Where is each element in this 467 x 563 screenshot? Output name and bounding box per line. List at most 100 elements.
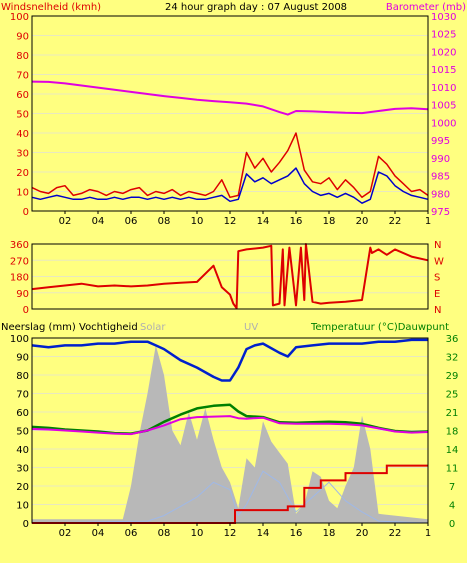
rain-humidity-axis-title: Neerslag (mm) Vochtigheid [1,322,138,333]
humidity-temperature-xtick-label: 12 [224,528,237,539]
humidity-temperature-xtick-label: 22 [389,528,402,539]
compass-tick: S [434,273,440,284]
temperature-axis-tick: 21 [446,408,459,419]
wind-pressure-xtick-label: 08 [158,216,171,227]
humidity-temperature-xtick-label: 16 [290,528,303,539]
temperature-axis-tick: 29 [446,371,459,382]
barometer-axis-tick: 1000 [431,118,456,129]
humidity-axis-left-tick: 30 [16,464,29,475]
temperature-axis-tick: 4 [449,501,455,512]
direction-axis-left-tick: 360 [10,240,29,251]
barometer-line [31,80,429,116]
wind-pressure-xtick-label: 06 [125,216,138,227]
uv-index-line [31,470,429,524]
wind-pressure-xtick-label: 12 [224,216,237,227]
wind-pressure-xtick-label: 10 [191,216,204,227]
wind-pressure-xtick-label: 02 [59,216,72,227]
wind-axis-left-tick: 50 [16,110,29,121]
dewpoint-line [31,415,429,436]
humidity-axis-left-tick: 100 [10,334,29,345]
direction-axis-left-tick: 180 [10,273,29,284]
humidity-axis-left-tick: 90 [16,353,29,364]
rainfall-line [32,464,428,524]
humidity-temperature-xtick-label: 1 [425,528,431,539]
humidity-temperature-panel: 0102030405060708090100047111418212529323… [10,334,458,539]
wind-pressure-xtick-label: 20 [356,216,369,227]
direction-axis-left-tick: 90 [16,289,29,300]
barometer-axis-tick: 985 [431,172,450,183]
wind-axis-left-tick: 70 [16,71,29,82]
barometer-axis-tick: 1010 [431,83,456,94]
temperature-axis-tick: 14 [446,445,459,456]
wind-speed-line [31,132,429,199]
humidity-temperature-xtick-label: 02 [59,528,72,539]
wind-axis-title: Windsnelheid (kmh) [1,2,101,13]
wind-axis-left-tick: 60 [16,90,29,101]
barometer-axis-tick: 990 [431,154,450,165]
temperature-axis-tick: 11 [446,464,459,475]
temperature-axis-tick: 0 [449,519,455,530]
humidity-temperature-xtick-label: 04 [92,528,105,539]
barometer-axis-tick: 980 [431,189,450,200]
graph-title: 24 hour graph day : 07 August 2008 [165,2,347,13]
humidity-axis-left-tick: 80 [16,371,29,382]
wind-axis-left-tick: 30 [16,149,29,160]
wind-axis-left-tick: 80 [16,51,29,62]
wind-axis-left-tick: 10 [16,188,29,199]
compass-tick: E [434,289,440,300]
solar-radiation-area [32,345,428,523]
barometer-axis-tick: 975 [431,207,450,218]
temperature-axis-tick: 25 [446,390,459,401]
wind-pressure-xtick-label: 18 [323,216,336,227]
average-wind-line [31,167,429,204]
barometer-axis-tick: 1020 [431,47,456,58]
wind-axis-left-tick: 40 [16,129,29,140]
humidity-axis-left-tick: 0 [23,519,29,530]
temperature-axis-tick: 32 [446,353,459,364]
wind-pressure-xtick-label: 1 [425,216,431,227]
humidity-temperature-xtick-label: 20 [356,528,369,539]
humidity-axis-left-tick: 40 [16,445,29,456]
barometer-axis-tick: 1005 [431,101,456,112]
temperature-axis-tick: 7 [449,482,455,493]
humidity-axis-left-tick: 20 [16,482,29,493]
wind-pressure-xtick-label: 04 [92,216,105,227]
humidity-temperature-xtick-label: 06 [125,528,138,539]
humidity-line [31,338,428,382]
wind-pressure-xtick-label: 14 [257,216,270,227]
temperature-axis-tick: 36 [446,334,459,345]
solar-label: Solar [140,322,166,333]
wind-axis-left-tick: 100 [10,12,29,23]
barometer-axis-tick: 1025 [431,30,456,41]
direction-axis-left-tick: 270 [10,256,29,267]
humidity-axis-left-tick: 70 [16,390,29,401]
temperature-dewpoint-axis-title: Temperatuur (°C)Dauwpunt [310,322,449,333]
barometer-axis-tick: 995 [431,136,450,147]
wind-direction-line [31,243,429,310]
wind-axis-left-tick: 90 [16,32,29,43]
humidity-temperature-xtick-label: 18 [323,528,336,539]
wind-pressure-xtick-label: 16 [290,216,303,227]
humidity-axis-left-tick: 60 [16,408,29,419]
wind-pressure-panel: 0102030405060708090100975980985990995100… [10,12,457,227]
compass-tick: W [434,256,444,267]
barometer-axis-tick: 1030 [431,12,456,23]
humidity-temperature-xtick-label: 08 [158,528,171,539]
humidity-axis-left-tick: 10 [16,501,29,512]
compass-tick: N [434,240,441,251]
humidity-temperature-xtick-label: 10 [191,528,204,539]
wind-axis-left-tick: 20 [16,168,29,179]
uv-label: UV [244,322,258,333]
wind-axis-left-tick: 0 [23,207,29,218]
humidity-axis-left-tick: 50 [16,427,29,438]
humidity-temperature-xtick-label: 14 [257,528,270,539]
direction-axis-left-tick: 0 [23,305,29,316]
barometer-axis-title: Barometer (mb) [386,2,466,13]
wind-pressure-xtick-label: 22 [389,216,402,227]
compass-tick: N [434,305,441,316]
barometer-axis-tick: 1015 [431,65,456,76]
temperature-axis-tick: 18 [446,427,459,438]
wind-direction-frame [31,243,429,310]
